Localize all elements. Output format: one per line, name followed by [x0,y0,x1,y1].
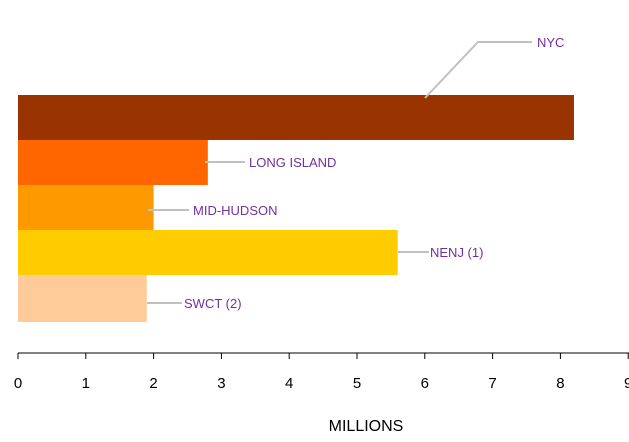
bar-swct-2 [18,275,147,322]
x-tick-label-9: 9 [624,375,629,392]
x-tick-label-1: 1 [82,375,90,392]
x-tick-label-4: 4 [285,375,293,392]
bar-labels-layer: NYC LONG ISLAND MID-HUDSON NENJ (1) SWCT (2) [184,35,564,311]
x-tick-label-0: 0 [14,375,22,392]
bar-label-swct-2: SWCT (2) [184,296,242,311]
bar-label-mid-hudson: MID-HUDSON [193,203,278,218]
x-axis-title: MILLIONS [329,418,404,435]
x-tick-label-8: 8 [556,375,564,392]
bar-long-island [18,140,208,185]
bar-nyc [18,95,574,140]
bar-label-nyc: NYC [537,35,564,50]
bar-mid-hudson [18,185,154,230]
x-tick-label-3: 3 [217,375,225,392]
x-tick-label-2: 2 [149,375,157,392]
x-axis-ticks: 0 1 2 3 4 5 6 7 8 9 [14,353,629,392]
bar-label-long-island: LONG ISLAND [249,155,336,170]
bar-nenj-1 [18,230,398,275]
leader-line-nyc [424,41,532,99]
bars-layer [18,95,574,322]
bar-label-nenj-1: NENJ (1) [430,245,483,260]
x-tick-label-7: 7 [488,375,496,392]
leader-lines-layer [147,41,532,304]
x-tick-label-5: 5 [353,375,361,392]
x-tick-label-6: 6 [421,375,429,392]
